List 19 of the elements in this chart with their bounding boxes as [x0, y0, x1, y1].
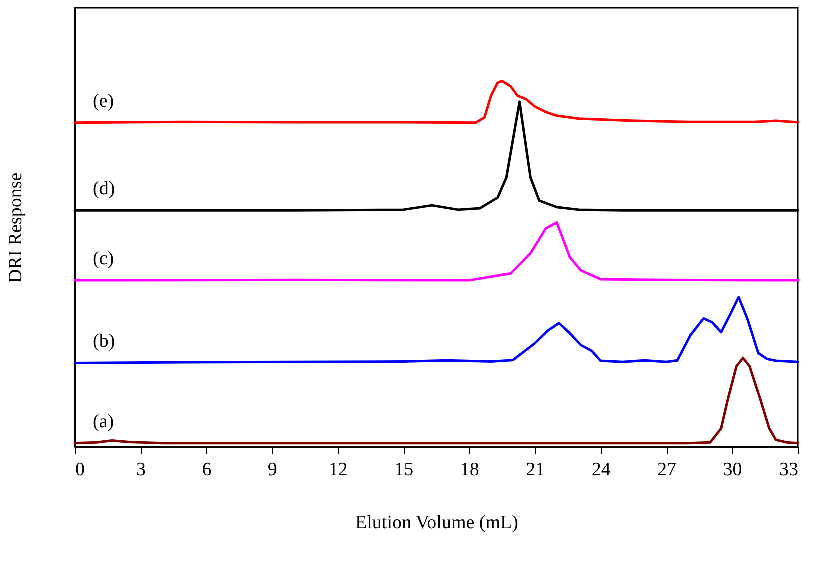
x-tick-label: 9 [268, 460, 278, 480]
x-tick-label: 6 [202, 460, 212, 480]
x-tick-label: 12 [328, 460, 348, 480]
x-tick-label: 18 [460, 460, 480, 480]
x-axis-title: Elution Volume (mL) [356, 512, 518, 534]
x-tick-label: 0 [76, 460, 85, 480]
y-axis-title: DRI Response [6, 172, 26, 284]
x-tick-label: 3 [136, 460, 146, 480]
x-tick-label: 24 [592, 460, 612, 480]
x-tick-label: 15 [394, 460, 414, 480]
series-label: (b) [93, 331, 116, 352]
series-label: (e) [93, 90, 114, 112]
series-label: (d) [93, 178, 116, 200]
x-tick-label: 27 [658, 460, 677, 480]
series-label: (a) [93, 411, 114, 432]
x-tick-label: 21 [526, 460, 546, 480]
x-tick-label: 33 [780, 460, 798, 480]
series-label: (c) [93, 248, 114, 270]
x-tick-label: 30 [723, 460, 742, 480]
